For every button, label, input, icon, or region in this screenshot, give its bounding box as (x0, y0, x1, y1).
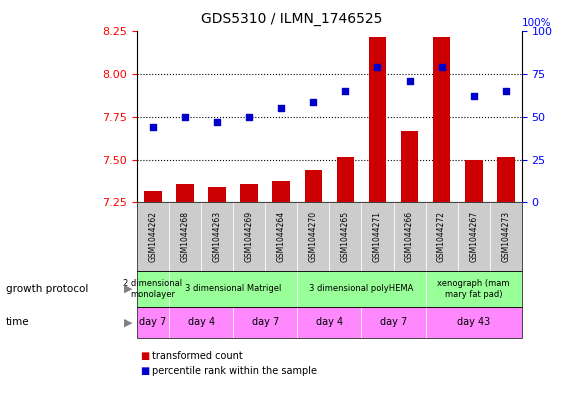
Text: day 43: day 43 (457, 317, 490, 327)
Point (373, 64, 382, 70)
Text: ■: ■ (140, 351, 149, 361)
Text: 2 dimensional
monolayer: 2 dimensional monolayer (124, 279, 182, 299)
Text: GSM1044262: GSM1044262 (149, 211, 157, 262)
Text: GSM1044268: GSM1044268 (181, 211, 189, 262)
Text: GSM1044266: GSM1044266 (405, 211, 414, 263)
Point (181, 114, 190, 120)
Text: xenograph (mam
mary fat pad): xenograph (mam mary fat pad) (437, 279, 510, 299)
Bar (465, 160, 483, 202)
Text: GSM1044263: GSM1044263 (213, 211, 222, 263)
Text: ▶: ▶ (124, 317, 132, 327)
Bar (176, 184, 194, 202)
Text: percentile rank within the sample: percentile rank within the sample (152, 366, 317, 376)
Point (245, 114, 254, 120)
Bar (336, 157, 354, 202)
Text: GSM1044272: GSM1044272 (437, 211, 446, 262)
Bar (272, 181, 290, 202)
Text: GSM1044273: GSM1044273 (501, 211, 510, 263)
Bar (497, 157, 515, 202)
Text: 100%: 100% (522, 18, 552, 28)
Point (148, 124, 157, 130)
Text: time: time (6, 317, 30, 327)
Text: ■: ■ (140, 366, 149, 376)
Text: ▶: ▶ (124, 284, 132, 294)
Point (437, 64, 446, 70)
Bar (208, 187, 226, 202)
Point (340, 88, 350, 94)
Text: growth protocol: growth protocol (6, 284, 88, 294)
Bar (240, 184, 258, 202)
Text: day 7: day 7 (252, 317, 279, 327)
Text: GSM1044264: GSM1044264 (277, 211, 286, 263)
Text: GSM1044267: GSM1044267 (469, 211, 478, 263)
Point (501, 88, 511, 94)
Text: GSM1044271: GSM1044271 (373, 211, 382, 262)
Text: day 4: day 4 (188, 317, 215, 327)
Point (212, 119, 222, 125)
Text: day 4: day 4 (316, 317, 343, 327)
Text: GSM1044269: GSM1044269 (245, 211, 254, 263)
Bar (144, 191, 162, 202)
Point (277, 105, 286, 112)
Bar (433, 37, 451, 202)
Text: transformed count: transformed count (152, 351, 243, 361)
Point (469, 93, 478, 99)
Text: 3 dimensional polyHEMA: 3 dimensional polyHEMA (309, 285, 414, 293)
Text: day 7: day 7 (380, 317, 407, 327)
Text: GDS5310 / ILMN_1746525: GDS5310 / ILMN_1746525 (201, 12, 382, 26)
Text: 3 dimensional Matrigel: 3 dimensional Matrigel (185, 285, 282, 293)
Bar (401, 131, 419, 202)
Text: GSM1044265: GSM1044265 (341, 211, 350, 263)
Point (405, 78, 414, 84)
Text: day 7: day 7 (139, 317, 167, 327)
Text: GSM1044270: GSM1044270 (309, 211, 318, 263)
Bar (368, 37, 387, 202)
Bar (304, 170, 322, 202)
Point (308, 98, 318, 105)
